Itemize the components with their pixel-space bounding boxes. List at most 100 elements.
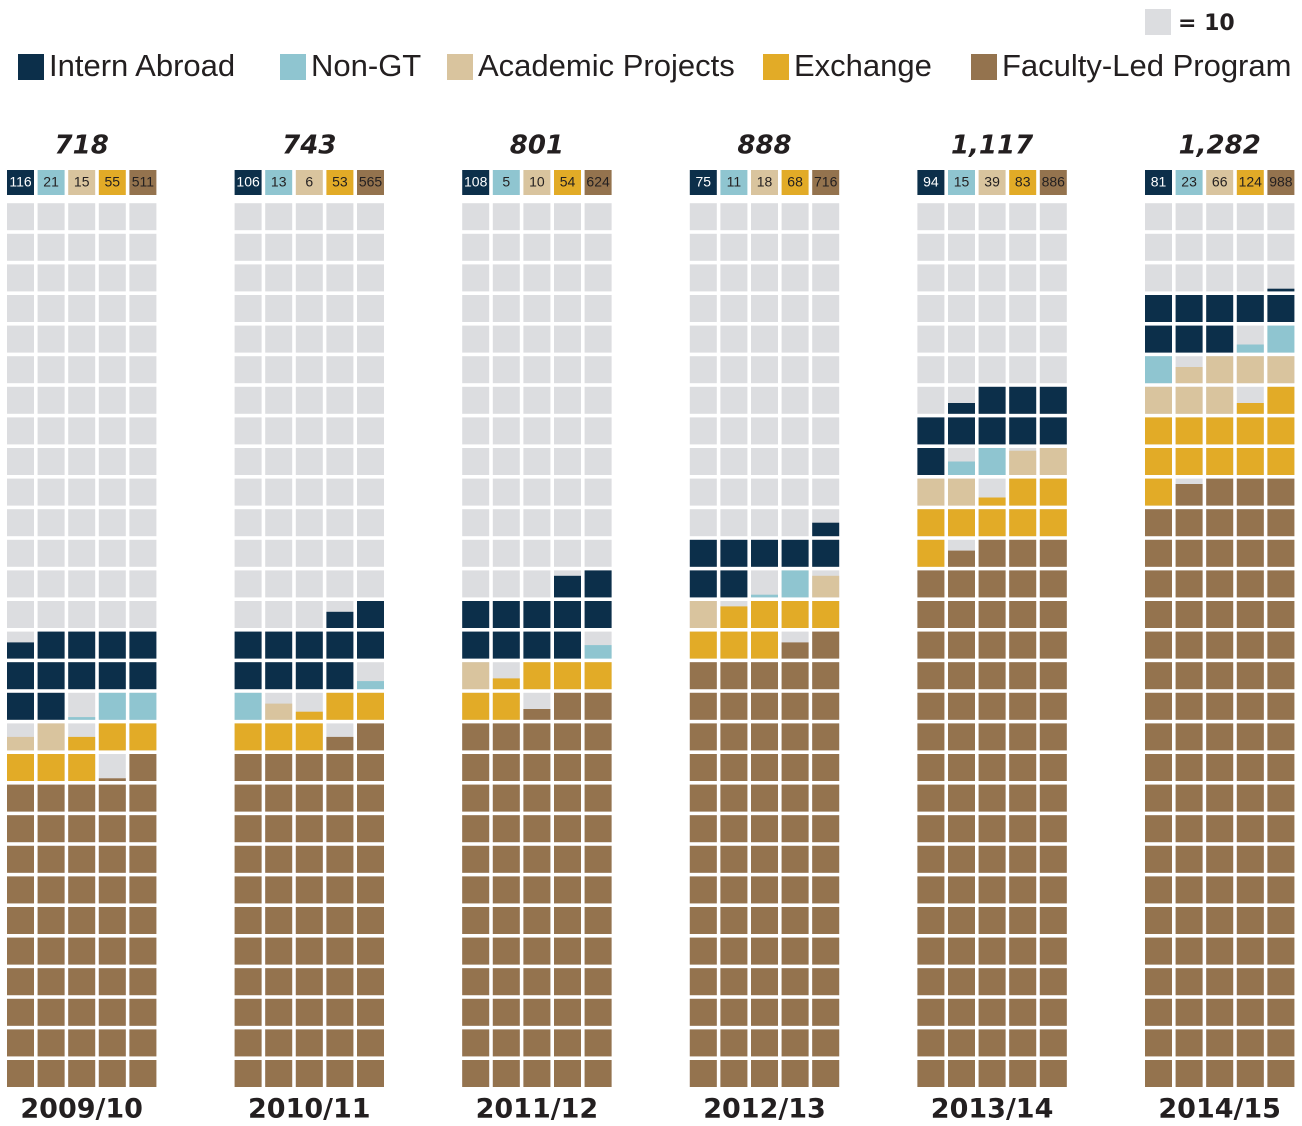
empty-square: [37, 509, 65, 537]
waffle-square: [462, 1060, 490, 1087]
waffle-square: [98, 1060, 126, 1087]
empty-square: [129, 570, 157, 598]
empty-square: [584, 295, 612, 322]
waffle-square: [720, 998, 748, 1026]
empty-square: [98, 448, 126, 475]
segment: [462, 662, 612, 720]
empty-square: [812, 203, 840, 231]
empty-square: [7, 233, 34, 261]
segment: [1145, 478, 1295, 1087]
empty-square: [523, 478, 551, 506]
waffle-square: [98, 692, 126, 720]
waffle-square: [1206, 692, 1234, 720]
waffle-square: [948, 784, 975, 812]
waffle-square: [234, 631, 262, 659]
waffle-square: [584, 907, 612, 934]
waffle-square: [720, 845, 748, 873]
empty-square: [584, 478, 612, 506]
waffle-square: [1267, 288, 1295, 292]
value-label: 13: [271, 174, 287, 190]
empty-square: [98, 264, 126, 292]
waffle-square: [7, 692, 34, 720]
waffle-square: [357, 1060, 384, 1087]
waffle-square: [978, 845, 1006, 873]
waffle-square: [1267, 295, 1295, 322]
value-box: [1039, 170, 1067, 195]
empty-square: [948, 233, 975, 261]
empty-square: [7, 478, 34, 506]
waffle-square: [584, 845, 612, 873]
waffle-square: [948, 876, 975, 904]
waffle-square: [720, 606, 748, 628]
value-label: 624: [586, 174, 610, 190]
waffle-square: [1009, 937, 1037, 965]
waffle-square: [7, 815, 34, 843]
empty-square: [1009, 325, 1037, 353]
legend-label: Faculty-Led Program: [1002, 48, 1291, 83]
empty-square: [265, 417, 293, 445]
waffle-square: [234, 754, 262, 781]
empty-square: [129, 203, 157, 231]
waffle-square: [523, 631, 551, 659]
waffle-square: [584, 1060, 612, 1087]
waffle-square: [357, 937, 384, 965]
waffle-square: [1039, 754, 1067, 781]
waffle-square: [751, 968, 778, 996]
waffle-square: [1145, 631, 1172, 659]
value-label: 565: [359, 174, 383, 190]
waffle-square: [1236, 937, 1264, 965]
empty-square: [326, 417, 354, 445]
waffle-square: [1039, 662, 1067, 690]
empty-square: [689, 478, 717, 506]
empty-square: [554, 478, 581, 506]
waffle-square: [295, 998, 323, 1026]
empty-square: [462, 417, 490, 445]
waffle-square: [781, 1060, 809, 1087]
waffle-square: [812, 815, 840, 843]
waffle-square: [1009, 662, 1037, 690]
waffle-square: [523, 754, 551, 781]
empty-square: [523, 356, 551, 384]
empty-square: [720, 417, 748, 445]
waffle-square: [492, 754, 520, 781]
waffle-square: [1206, 631, 1234, 659]
empty-square: [98, 754, 126, 781]
empty-square: [462, 539, 490, 567]
empty-square: [689, 356, 717, 384]
empty-square: [234, 601, 262, 628]
waffle-square: [1175, 386, 1203, 414]
waffle-square: [917, 754, 945, 781]
waffle-square: [68, 968, 96, 996]
waffle-square: [1009, 417, 1037, 445]
empty-square: [917, 203, 945, 231]
empty-square: [357, 570, 384, 598]
empty-square: [462, 570, 490, 598]
value-box: [357, 170, 384, 195]
waffle-square: [917, 845, 945, 873]
waffle-square: [1009, 539, 1037, 567]
waffle-square: [1039, 692, 1067, 720]
waffle-square: [234, 968, 262, 996]
waffle-square: [492, 631, 520, 659]
waffle-square: [554, 754, 581, 781]
waffle-square: [98, 1029, 126, 1057]
waffle-square: [1145, 968, 1172, 996]
empty-square: [781, 448, 809, 475]
empty-square: [68, 203, 96, 231]
empty-square: [917, 295, 945, 322]
empty-square: [720, 509, 748, 537]
waffle-square: [584, 1029, 612, 1057]
waffle-square: [523, 998, 551, 1026]
empty-square: [295, 509, 323, 537]
waffle-square: [295, 723, 323, 751]
waffle-square: [462, 998, 490, 1026]
empty-square: [326, 233, 354, 261]
waffle-square: [584, 645, 612, 659]
waffle-square: [584, 662, 612, 690]
waffle-square: [554, 876, 581, 904]
value-box: [1175, 170, 1203, 195]
waffle-square: [1267, 662, 1295, 690]
empty-square: [295, 601, 323, 628]
empty-square: [326, 570, 354, 598]
waffle-square: [7, 754, 34, 781]
